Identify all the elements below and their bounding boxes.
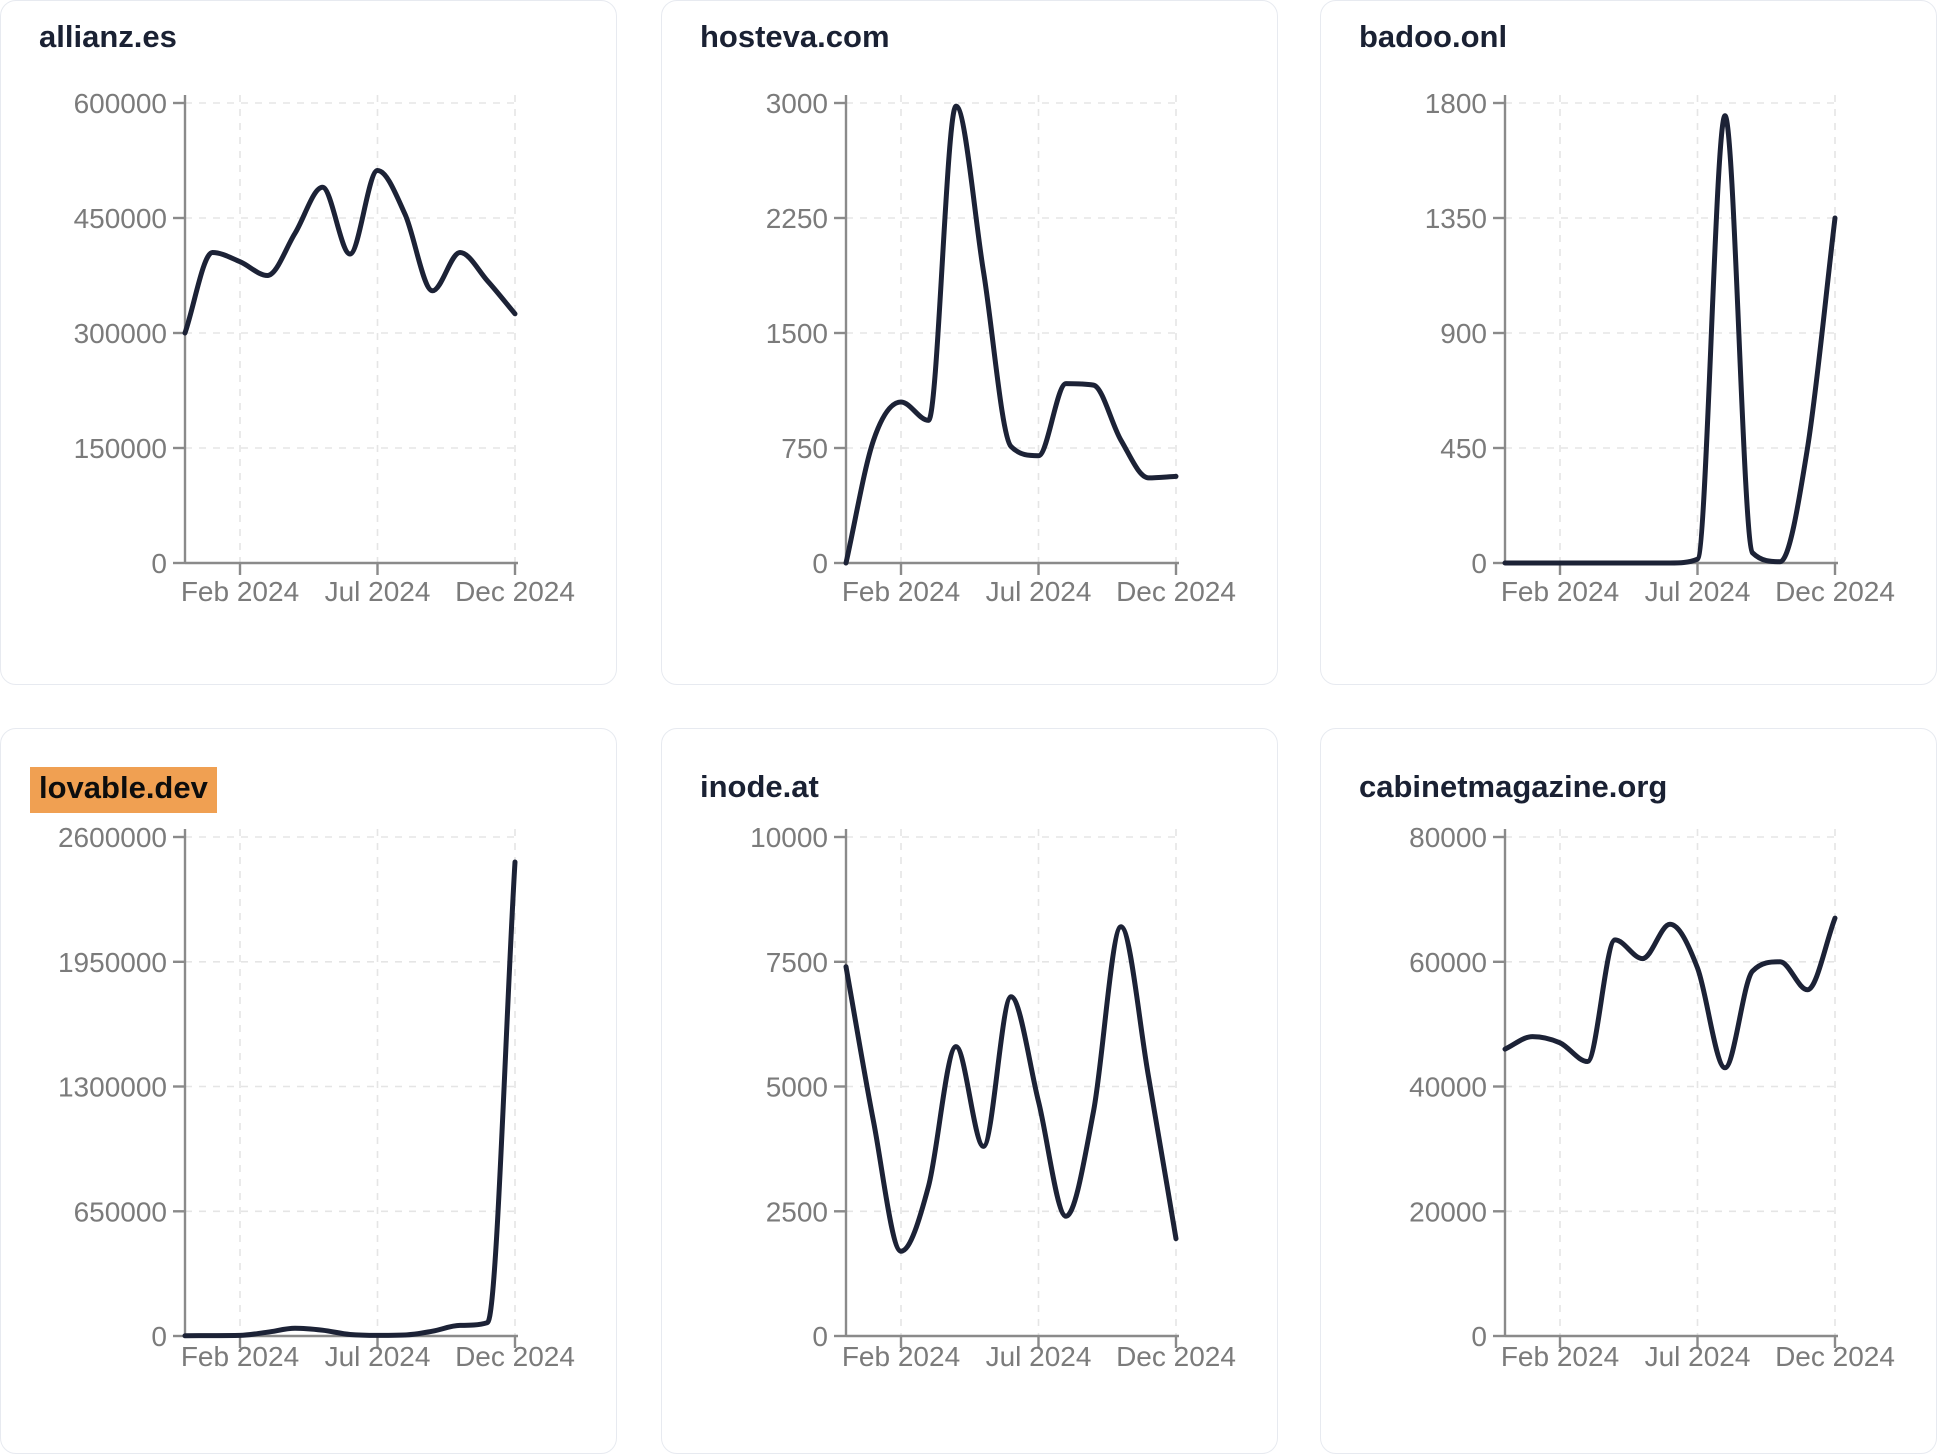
chart-title: inode.at [700, 769, 819, 804]
y-tick-label: 450 [1440, 433, 1487, 464]
y-tick-label: 80000 [1409, 822, 1487, 853]
y-tick-label: 2250 [766, 203, 828, 234]
y-tick-label: 1950000 [58, 947, 167, 978]
y-tick-label: 0 [151, 1321, 167, 1352]
x-tick-label: Feb 2024 [842, 576, 960, 607]
y-tick-label: 2500 [766, 1196, 828, 1227]
chart-title-wrap: badoo.onl [1359, 17, 1916, 57]
y-tick-label: 40000 [1409, 1072, 1487, 1103]
x-tick-label: Feb 2024 [1501, 576, 1619, 607]
x-tick-label: Dec 2024 [1775, 1341, 1895, 1372]
x-tick-label: Dec 2024 [455, 576, 575, 607]
y-tick-label: 650000 [74, 1196, 167, 1227]
chart-title: hosteva.com [700, 19, 890, 54]
chart-title-wrap: allianz.es [39, 17, 596, 57]
chart-card-badoo-onl[interactable]: 0 450 900 1350 1800 Feb 2024 Jul 2024 Dec 2024 … [1320, 0, 1937, 685]
x-tick-label: Dec 2024 [1116, 1341, 1236, 1372]
chart-title: allianz.es [39, 19, 177, 54]
y-tick-label: 0 [151, 548, 167, 579]
chart-card-inode-at[interactable]: 0 2500 5000 7500 10000 Feb 2024 Jul 2024 Dec 20… [661, 728, 1278, 1454]
series-line [1502, 113, 1838, 566]
line-chart: 0 450 900 1350 1800 Feb 2024 Jul 2024 Dec 2024 [1321, 1, 1936, 684]
chart-title: cabinetmagazine.org [1359, 769, 1668, 804]
x-tick-label: Dec 2024 [1775, 576, 1895, 607]
chart-title: badoo.onl [1359, 19, 1508, 54]
y-tick-label: 600000 [74, 88, 167, 119]
x-tick-label: Feb 2024 [1501, 1341, 1619, 1372]
chart-card-allianz-es[interactable]: 0 150000 300000 450000 600000 Feb 2024 Jul 202… [0, 0, 617, 685]
y-tick-label: 2600000 [58, 822, 167, 853]
y-tick-label: 3000 [766, 88, 828, 119]
y-tick-label: 60000 [1409, 947, 1487, 978]
x-tick-label: Feb 2024 [181, 576, 299, 607]
x-tick-label: Jul 2024 [1645, 1341, 1751, 1372]
y-tick-label: 7500 [766, 947, 828, 978]
y-tick-label: 450000 [74, 203, 167, 234]
series-line [182, 859, 518, 1339]
series-line [1502, 915, 1838, 1071]
line-chart: 0 20000 40000 60000 80000 Feb 2024 Jul 2024 Dec… [1321, 729, 1936, 1453]
chart-title: lovable.dev [30, 767, 217, 813]
y-tick-label: 1800 [1425, 88, 1487, 119]
series-line [182, 168, 518, 336]
x-tick-label: Jul 2024 [1645, 576, 1751, 607]
y-tick-label: 0 [812, 548, 828, 579]
y-tick-label: 900 [1440, 318, 1487, 349]
x-tick-label: Jul 2024 [325, 1341, 431, 1372]
y-tick-label: 0 [1471, 548, 1487, 579]
x-tick-label: Feb 2024 [842, 1341, 960, 1372]
chart-title-wrap: inode.at [700, 767, 1257, 807]
y-tick-label: 20000 [1409, 1196, 1487, 1227]
x-tick-label: Dec 2024 [455, 1341, 575, 1372]
chart-card-cabinetmagazine-org[interactable]: 0 20000 40000 60000 80000 Feb 2024 Jul 2024 Dec… [1320, 728, 1937, 1454]
y-tick-label: 300000 [74, 318, 167, 349]
chart-title-wrap: hosteva.com [700, 17, 1257, 57]
chart-title-wrap: cabinetmagazine.org [1359, 767, 1916, 807]
y-tick-label: 5000 [766, 1072, 828, 1103]
line-chart: 0 650000 1300000 1950000 2600000 Feb 2024 Jul … [1, 729, 616, 1453]
chart-card-hosteva-com[interactable]: 0 750 1500 2250 3000 Feb 2024 Jul 2024 Dec 2024… [661, 0, 1278, 685]
x-tick-label: Jul 2024 [986, 576, 1092, 607]
series-line [843, 924, 1179, 1254]
y-tick-label: 0 [812, 1321, 828, 1352]
y-tick-label: 750 [781, 433, 828, 464]
y-tick-label: 1350 [1425, 203, 1487, 234]
y-tick-label: 1300000 [58, 1072, 167, 1103]
y-tick-label: 150000 [74, 433, 167, 464]
x-tick-label: Feb 2024 [181, 1341, 299, 1372]
chart-card-lovable-dev[interactable]: 0 650000 1300000 1950000 2600000 Feb 2024 Jul … [0, 728, 617, 1454]
chart-title-wrap: lovable.dev [30, 767, 596, 813]
y-tick-label: 0 [1471, 1321, 1487, 1352]
line-chart: 0 150000 300000 450000 600000 Feb 2024 Jul 202… [1, 1, 616, 684]
x-tick-label: Jul 2024 [325, 576, 431, 607]
x-tick-label: Jul 2024 [986, 1341, 1092, 1372]
x-tick-label: Dec 2024 [1116, 576, 1236, 607]
line-chart: 0 750 1500 2250 3000 Feb 2024 Jul 2024 Dec 2024 [662, 1, 1277, 684]
series-line [843, 103, 1179, 566]
line-chart: 0 2500 5000 7500 10000 Feb 2024 Jul 2024 Dec 20… [662, 729, 1277, 1453]
y-tick-label: 1500 [766, 318, 828, 349]
y-tick-label: 10000 [750, 822, 828, 853]
